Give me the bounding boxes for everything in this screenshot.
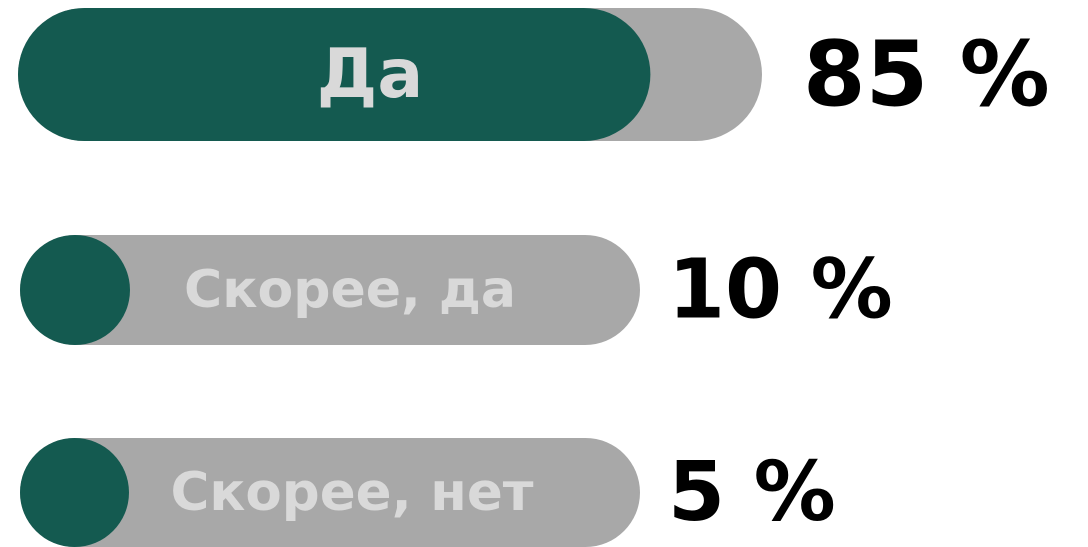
value-label: 85 % bbox=[803, 22, 1050, 127]
bar-fill bbox=[18, 8, 651, 141]
bar-fill bbox=[20, 235, 130, 345]
value-label: 10 % bbox=[668, 243, 893, 338]
bar-track bbox=[20, 438, 640, 547]
bar-label: Да bbox=[317, 35, 423, 114]
bar-label: Скорее, да bbox=[184, 260, 516, 320]
bar-label: Скорее, нет bbox=[171, 462, 534, 523]
value-label: 5 % bbox=[668, 445, 836, 540]
bar-track bbox=[20, 235, 640, 345]
bar-fill bbox=[20, 438, 129, 547]
